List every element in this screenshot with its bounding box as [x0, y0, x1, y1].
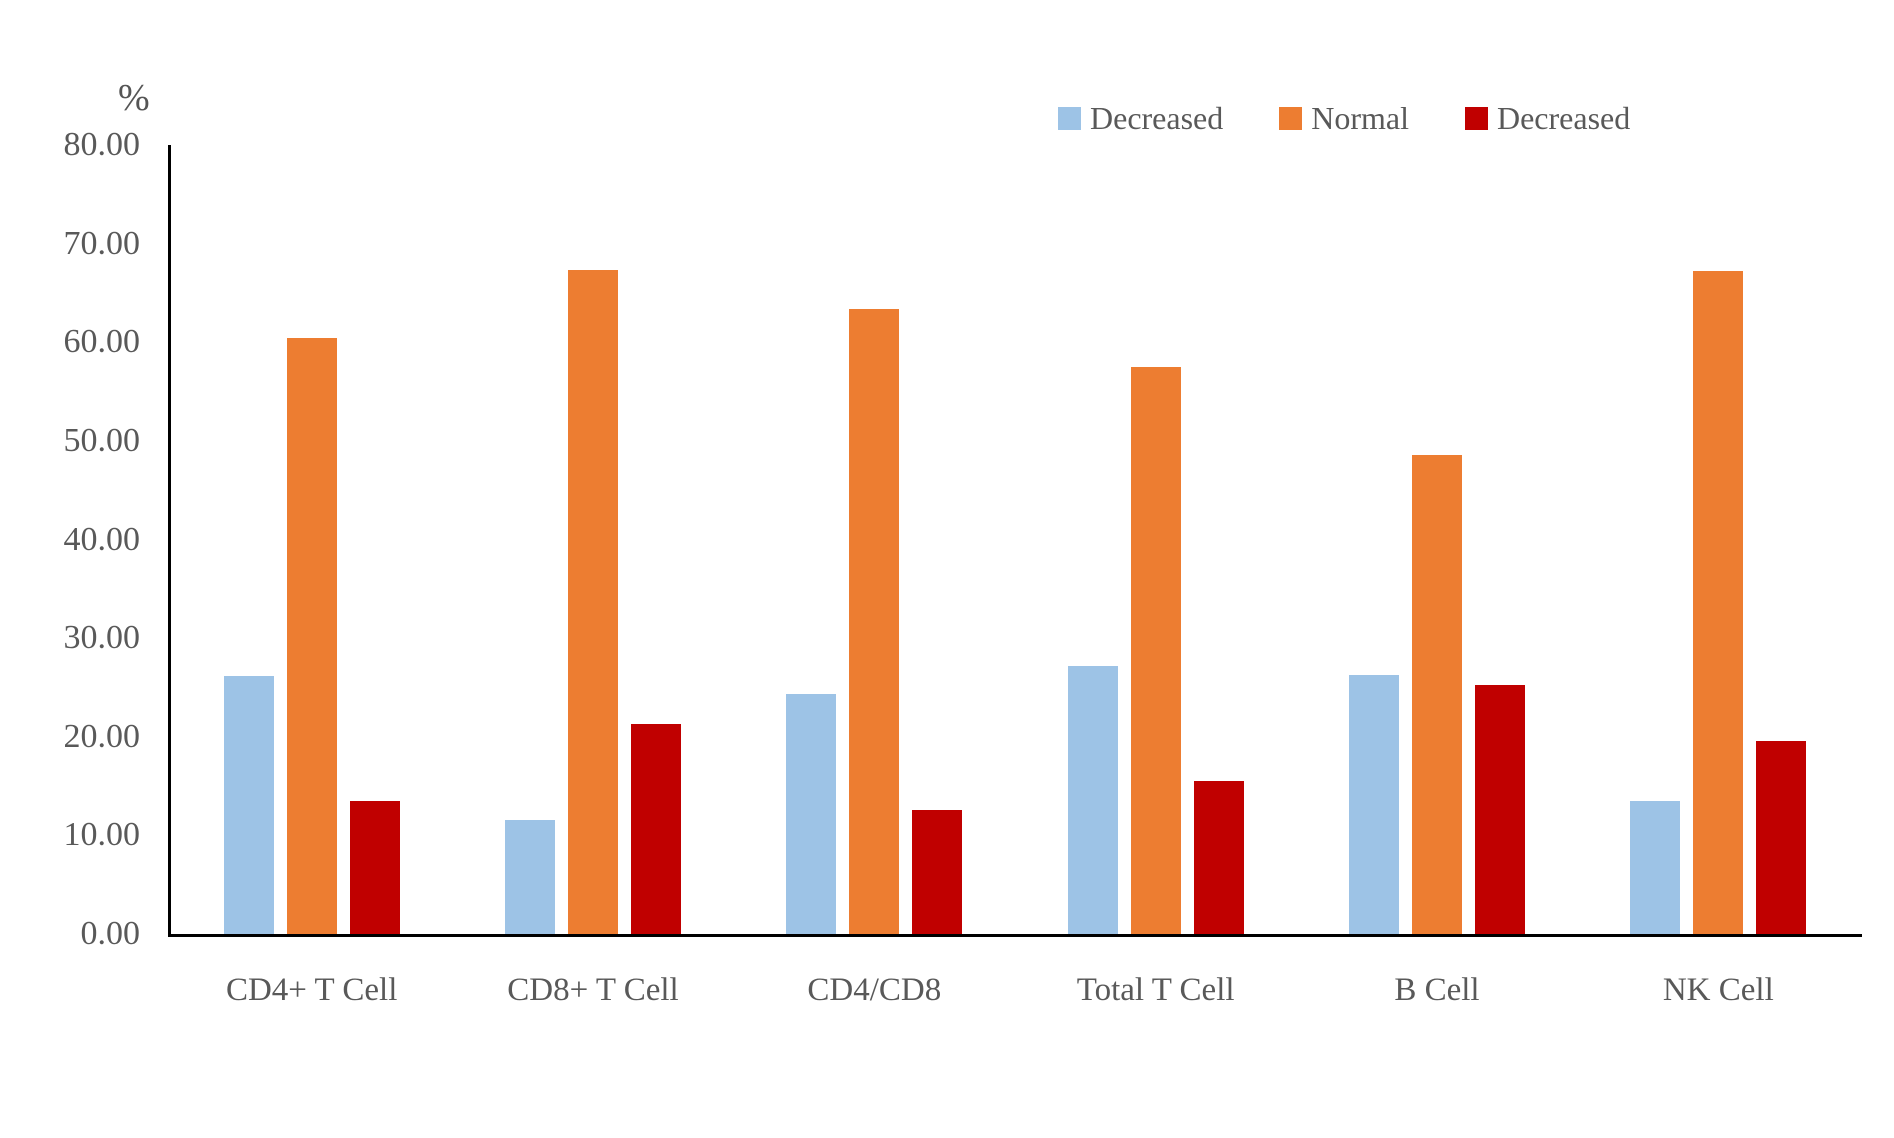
category-label-cd4-t-cell: CD4+ T Cell — [225, 972, 398, 1008]
legend: Decreased Normal Decreased — [1058, 100, 1630, 137]
bar-total-t-cell-series3-decreased — [1193, 781, 1244, 934]
legend-swatch-icon-series3 — [1464, 107, 1488, 130]
category-label-total-t-cell: Total T Cell — [1076, 972, 1235, 1008]
bar-cd4-t-cell-series1-decreased — [223, 675, 274, 934]
bar-cd8-t-cell-series3-decreased — [630, 723, 681, 934]
y-tick-label-0-00: 0.00 — [80, 915, 141, 952]
bar-nk-cell-series2-normal — [1693, 271, 1744, 934]
category-label-nk-cell: NK Cell — [1662, 972, 1774, 1008]
legend-label-series2: Normal — [1311, 100, 1409, 136]
bar-cd4-cd8-series1-decreased — [786, 694, 837, 934]
bar-group-cd8-t-cell — [452, 145, 733, 934]
legend-swatch-icon-series1 — [1058, 107, 1081, 130]
legend-swatch-icon-series2 — [1279, 107, 1303, 130]
bar-cd4-t-cell-series2-normal — [286, 338, 337, 934]
legend-label-series1: Decreased — [1090, 100, 1224, 136]
legend-item-series1-decreased: Decreased — [1058, 100, 1223, 137]
bar-group-cd4-t-cell — [171, 145, 452, 934]
x-axis-line — [168, 934, 1862, 937]
bar-cd4-cd8-series3-decreased — [912, 809, 963, 934]
bar-group-total-t-cell — [1015, 145, 1296, 934]
y-tick-label-80-00: 80.00 — [63, 126, 141, 163]
bar-group-b-cell — [1296, 145, 1577, 934]
y-tick-label-20-00: 20.00 — [63, 717, 141, 755]
y-tick-label-70-00: 70.00 — [63, 224, 141, 262]
y-tick-label-50-00: 50.00 — [63, 421, 141, 459]
bar-cd4-t-cell-series3-decreased — [349, 800, 400, 934]
bar-cd8-t-cell-series1-decreased — [504, 819, 555, 934]
category-label-b-cell: B Cell — [1394, 972, 1480, 1008]
bar-nk-cell-series1-decreased — [1630, 800, 1681, 934]
y-tick-label-40-00: 40.00 — [63, 520, 141, 558]
bar-cd4-cd8-series2-normal — [849, 308, 900, 934]
y-tick-label-60-00: 60.00 — [63, 323, 141, 361]
legend-item-series3-decreased: Decreased — [1464, 100, 1631, 137]
bar-group-cd4-cd8 — [734, 145, 1015, 934]
bar-b-cell-series1-decreased — [1348, 674, 1399, 934]
y-axis-unit-label: % — [118, 77, 150, 119]
bar-total-t-cell-series2-normal — [1130, 366, 1181, 934]
bar-b-cell-series2-normal — [1411, 454, 1462, 934]
bar-b-cell-series3-decreased — [1474, 685, 1525, 934]
x-axis-category-labels: CD4+ T Cell CD8+ T Cell CD4/CD8 Total T Cel… — [171, 972, 1859, 1009]
y-tick-label-30-00: 30.00 — [63, 619, 141, 657]
bar-nk-cell-series3-decreased — [1756, 740, 1807, 934]
y-axis-line — [168, 145, 171, 937]
bar-total-t-cell-series1-decreased — [1067, 665, 1118, 934]
plot-area — [171, 145, 1859, 934]
legend-item-series2-normal: Normal — [1279, 100, 1409, 137]
bar-group-nk-cell — [1578, 145, 1859, 934]
y-tick-label-10-00: 10.00 — [63, 816, 141, 854]
bar-cd8-t-cell-series2-normal — [567, 270, 618, 934]
category-label-cd4-cd8: CD4/CD8 — [807, 972, 942, 1008]
legend-label-series3: Decreased — [1496, 100, 1631, 136]
category-label-cd8-t-cell: CD8+ T Cell — [507, 972, 679, 1008]
